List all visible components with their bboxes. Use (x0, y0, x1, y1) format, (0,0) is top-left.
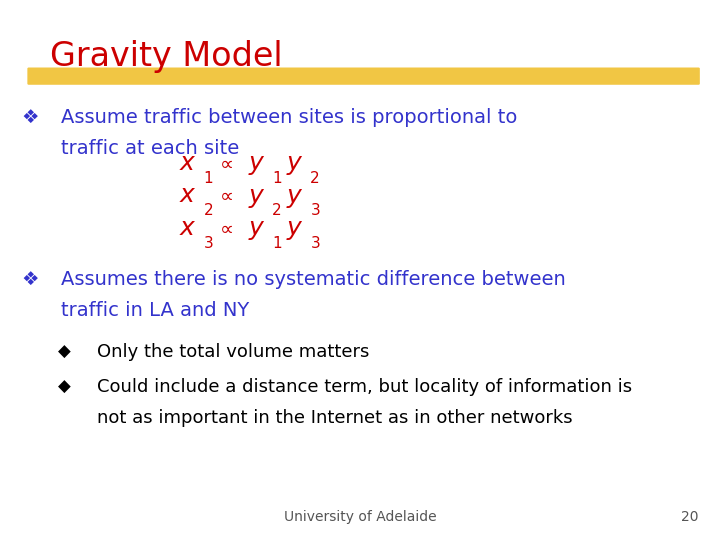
Text: ❖: ❖ (22, 108, 39, 127)
Text: 3: 3 (310, 204, 320, 219)
Text: 1: 1 (204, 171, 213, 186)
Text: 1: 1 (272, 236, 282, 251)
Text: x: x (180, 184, 194, 207)
Text: y: y (248, 151, 263, 175)
Text: 3: 3 (310, 236, 320, 251)
Text: Assumes there is no systematic difference between: Assumes there is no systematic differenc… (61, 270, 566, 289)
Text: 2: 2 (310, 171, 320, 186)
Text: traffic at each site: traffic at each site (61, 139, 240, 158)
Text: ◆: ◆ (58, 343, 71, 361)
Text: 3: 3 (204, 236, 214, 251)
Text: ❖: ❖ (22, 270, 39, 289)
Text: traffic in LA and NY: traffic in LA and NY (61, 301, 249, 320)
Text: not as important in the Internet as in other networks: not as important in the Internet as in o… (97, 409, 573, 427)
Text: Only the total volume matters: Only the total volume matters (97, 343, 369, 361)
Text: Assume traffic between sites is proportional to: Assume traffic between sites is proporti… (61, 108, 518, 127)
FancyBboxPatch shape (27, 68, 700, 85)
Text: ◆: ◆ (58, 378, 71, 396)
Text: University of Adelaide: University of Adelaide (284, 510, 436, 524)
Text: y: y (248, 216, 263, 240)
Text: y: y (287, 151, 301, 175)
Text: ∝: ∝ (220, 187, 233, 206)
Text: y: y (248, 184, 263, 207)
Text: Could include a distance term, but locality of information is: Could include a distance term, but local… (97, 378, 632, 396)
Text: ∝: ∝ (220, 220, 233, 239)
Text: y: y (287, 184, 301, 207)
Text: Gravity Model: Gravity Model (50, 40, 283, 73)
Text: 2: 2 (272, 204, 282, 219)
Text: y: y (287, 216, 301, 240)
Text: 20: 20 (681, 510, 698, 524)
Text: 1: 1 (272, 171, 282, 186)
Text: x: x (180, 216, 194, 240)
Text: ∝: ∝ (220, 155, 233, 174)
Text: 2: 2 (204, 204, 213, 219)
Text: x: x (180, 151, 194, 175)
